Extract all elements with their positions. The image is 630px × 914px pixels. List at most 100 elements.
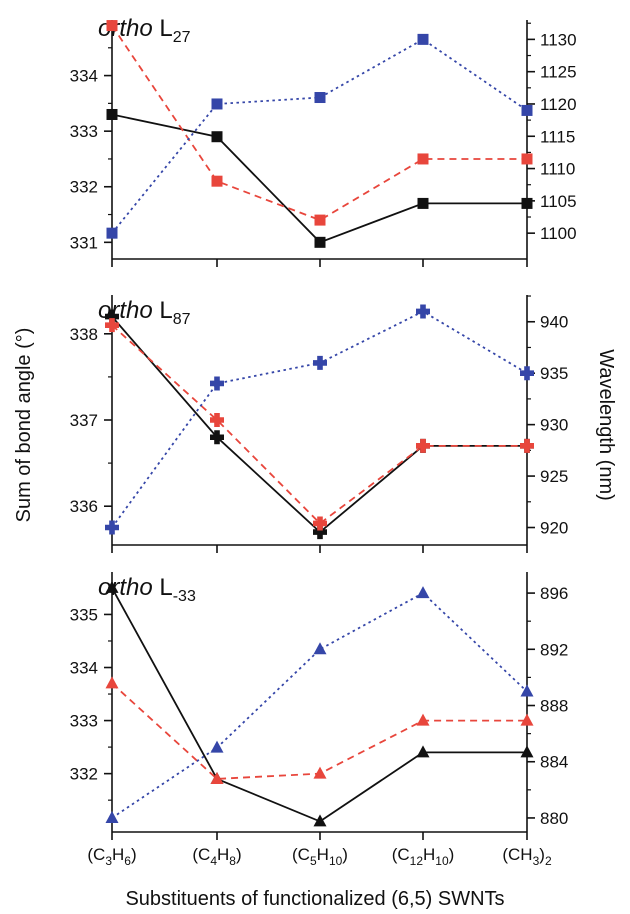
series-blue-line: [111, 310, 528, 529]
series-red-marker: [314, 214, 326, 226]
series-blue-marker: [521, 104, 533, 116]
x-label-part: ): [539, 845, 545, 864]
series-red-marker: [520, 438, 534, 453]
series-blue-marker: [105, 520, 119, 535]
series-red-marker: [417, 153, 429, 165]
series-red-marker: [105, 318, 119, 333]
x-label-sub: 3: [105, 854, 112, 868]
panel-1: 331 332 333 334 1100 1105 1110 1115 1120 1125 1130…: [70, 15, 577, 267]
series-black-marker: [105, 309, 119, 324]
left-tick-label: 335: [70, 605, 98, 624]
x-label-part: (CH: [502, 845, 532, 864]
x-label-part: H: [217, 845, 229, 864]
panel-title-sub: 27: [173, 29, 191, 46]
panel-title-italic: ortho: [98, 15, 153, 42]
panel-title-main: L: [153, 574, 173, 601]
right-tick-label: 1120: [540, 95, 577, 114]
x-label-sub: 6: [124, 854, 131, 868]
x-label-part: (C: [292, 845, 310, 864]
x-label-sub: 10: [329, 854, 343, 868]
right-tick-label: 880: [540, 809, 568, 828]
series-black-marker: [417, 197, 429, 209]
left-tick-label: 332: [70, 765, 98, 784]
left-tick-label: 337: [70, 411, 98, 430]
panel-title: ortho L-33: [98, 574, 196, 605]
panel-title-main: L: [153, 297, 173, 324]
series-blue-marker: [520, 366, 534, 381]
series-black-line: [111, 587, 527, 823]
panel-title-sub: 87: [173, 311, 191, 328]
x-label-part: (C: [392, 845, 410, 864]
left-tick-label: 338: [70, 325, 98, 344]
series-blue-marker: [416, 304, 430, 319]
series-black-marker: [314, 236, 326, 248]
series-red-line: [111, 682, 527, 780]
series-blue-line: [111, 591, 528, 819]
left-tick-label: 334: [70, 659, 98, 678]
series-red-marker: [210, 413, 224, 427]
panel-title-italic: ortho: [98, 574, 153, 601]
x-label-part: ): [449, 845, 455, 864]
right-tick-label: 884: [540, 753, 568, 772]
right-tick-label: 1125: [540, 63, 577, 82]
series-black-marker: [521, 197, 533, 209]
series-black-marker: [313, 525, 327, 540]
x-tick-label-4: (C12H10): [392, 845, 455, 868]
series-blue-marker: [314, 92, 326, 104]
series-blue-marker: [313, 355, 327, 370]
series-red-marker: [313, 766, 327, 779]
x-label-sub: 5: [310, 854, 317, 868]
series-blue-marker: [105, 810, 119, 823]
left-tick-label: 336: [70, 497, 98, 516]
x-label-sub: 2: [545, 854, 552, 868]
series-black-line: [111, 316, 527, 534]
series-blue-marker: [106, 227, 118, 239]
right-tick-label: 1115: [540, 127, 575, 146]
x-tick-label-1: (C3H6): [87, 845, 136, 868]
series-blue-marker: [520, 684, 534, 697]
right-tick-label: 892: [540, 640, 568, 659]
series-black-marker: [313, 814, 327, 827]
panel-title-main: L: [153, 15, 173, 42]
right-tick-label: 925: [540, 467, 568, 486]
series-blue-marker: [210, 740, 224, 753]
series-black-marker: [211, 131, 223, 143]
right-tick-label: 1100: [540, 224, 577, 243]
series-red-marker: [106, 20, 118, 32]
x-label-part: ): [131, 845, 137, 864]
x-label-part: (C: [87, 845, 105, 864]
right-tick-label: 896: [540, 584, 568, 603]
x-label-part: (C: [192, 845, 210, 864]
x-label-sub: 3: [533, 854, 540, 868]
right-tick-label: 940: [540, 313, 568, 332]
series-black-marker: [520, 745, 534, 758]
series-black-marker: [106, 108, 118, 120]
series-blue-marker: [210, 376, 224, 391]
series-black-marker: [416, 745, 430, 758]
series-red-line: [111, 324, 527, 525]
series-red-marker: [211, 175, 223, 187]
right-tick-label: 1110: [540, 160, 575, 179]
right-tick-label: 920: [540, 519, 568, 538]
x-tick-label-2: (C4H8): [192, 845, 241, 868]
x-label-part: H: [423, 845, 435, 864]
right-tick-label: 930: [540, 416, 568, 435]
series-blue-marker: [416, 586, 430, 599]
x-label-sub: 4: [210, 854, 217, 868]
x-tick-label-3: (C5H10): [292, 845, 348, 868]
series-red-marker: [313, 516, 327, 531]
right-axis-title: Wavelength (nm): [595, 349, 617, 501]
series-red-marker: [105, 676, 119, 689]
series-blue-marker: [313, 642, 327, 655]
series-black-marker: [105, 580, 119, 593]
right-tick-label: 888: [540, 697, 568, 716]
panel-2: 336 337 338 920 925 930 935 940 ortho L87: [70, 295, 568, 553]
x-axis-title: Substituents of functionalized (6,5) SWN…: [125, 888, 504, 910]
series-black-marker: [210, 430, 224, 445]
x-label-sub: 10: [435, 854, 449, 868]
left-tick-label: 332: [70, 178, 98, 197]
x-label-part: H: [112, 845, 124, 864]
x-tick-label-5: (CH3)2: [502, 845, 552, 868]
left-tick-label: 333: [70, 122, 98, 141]
